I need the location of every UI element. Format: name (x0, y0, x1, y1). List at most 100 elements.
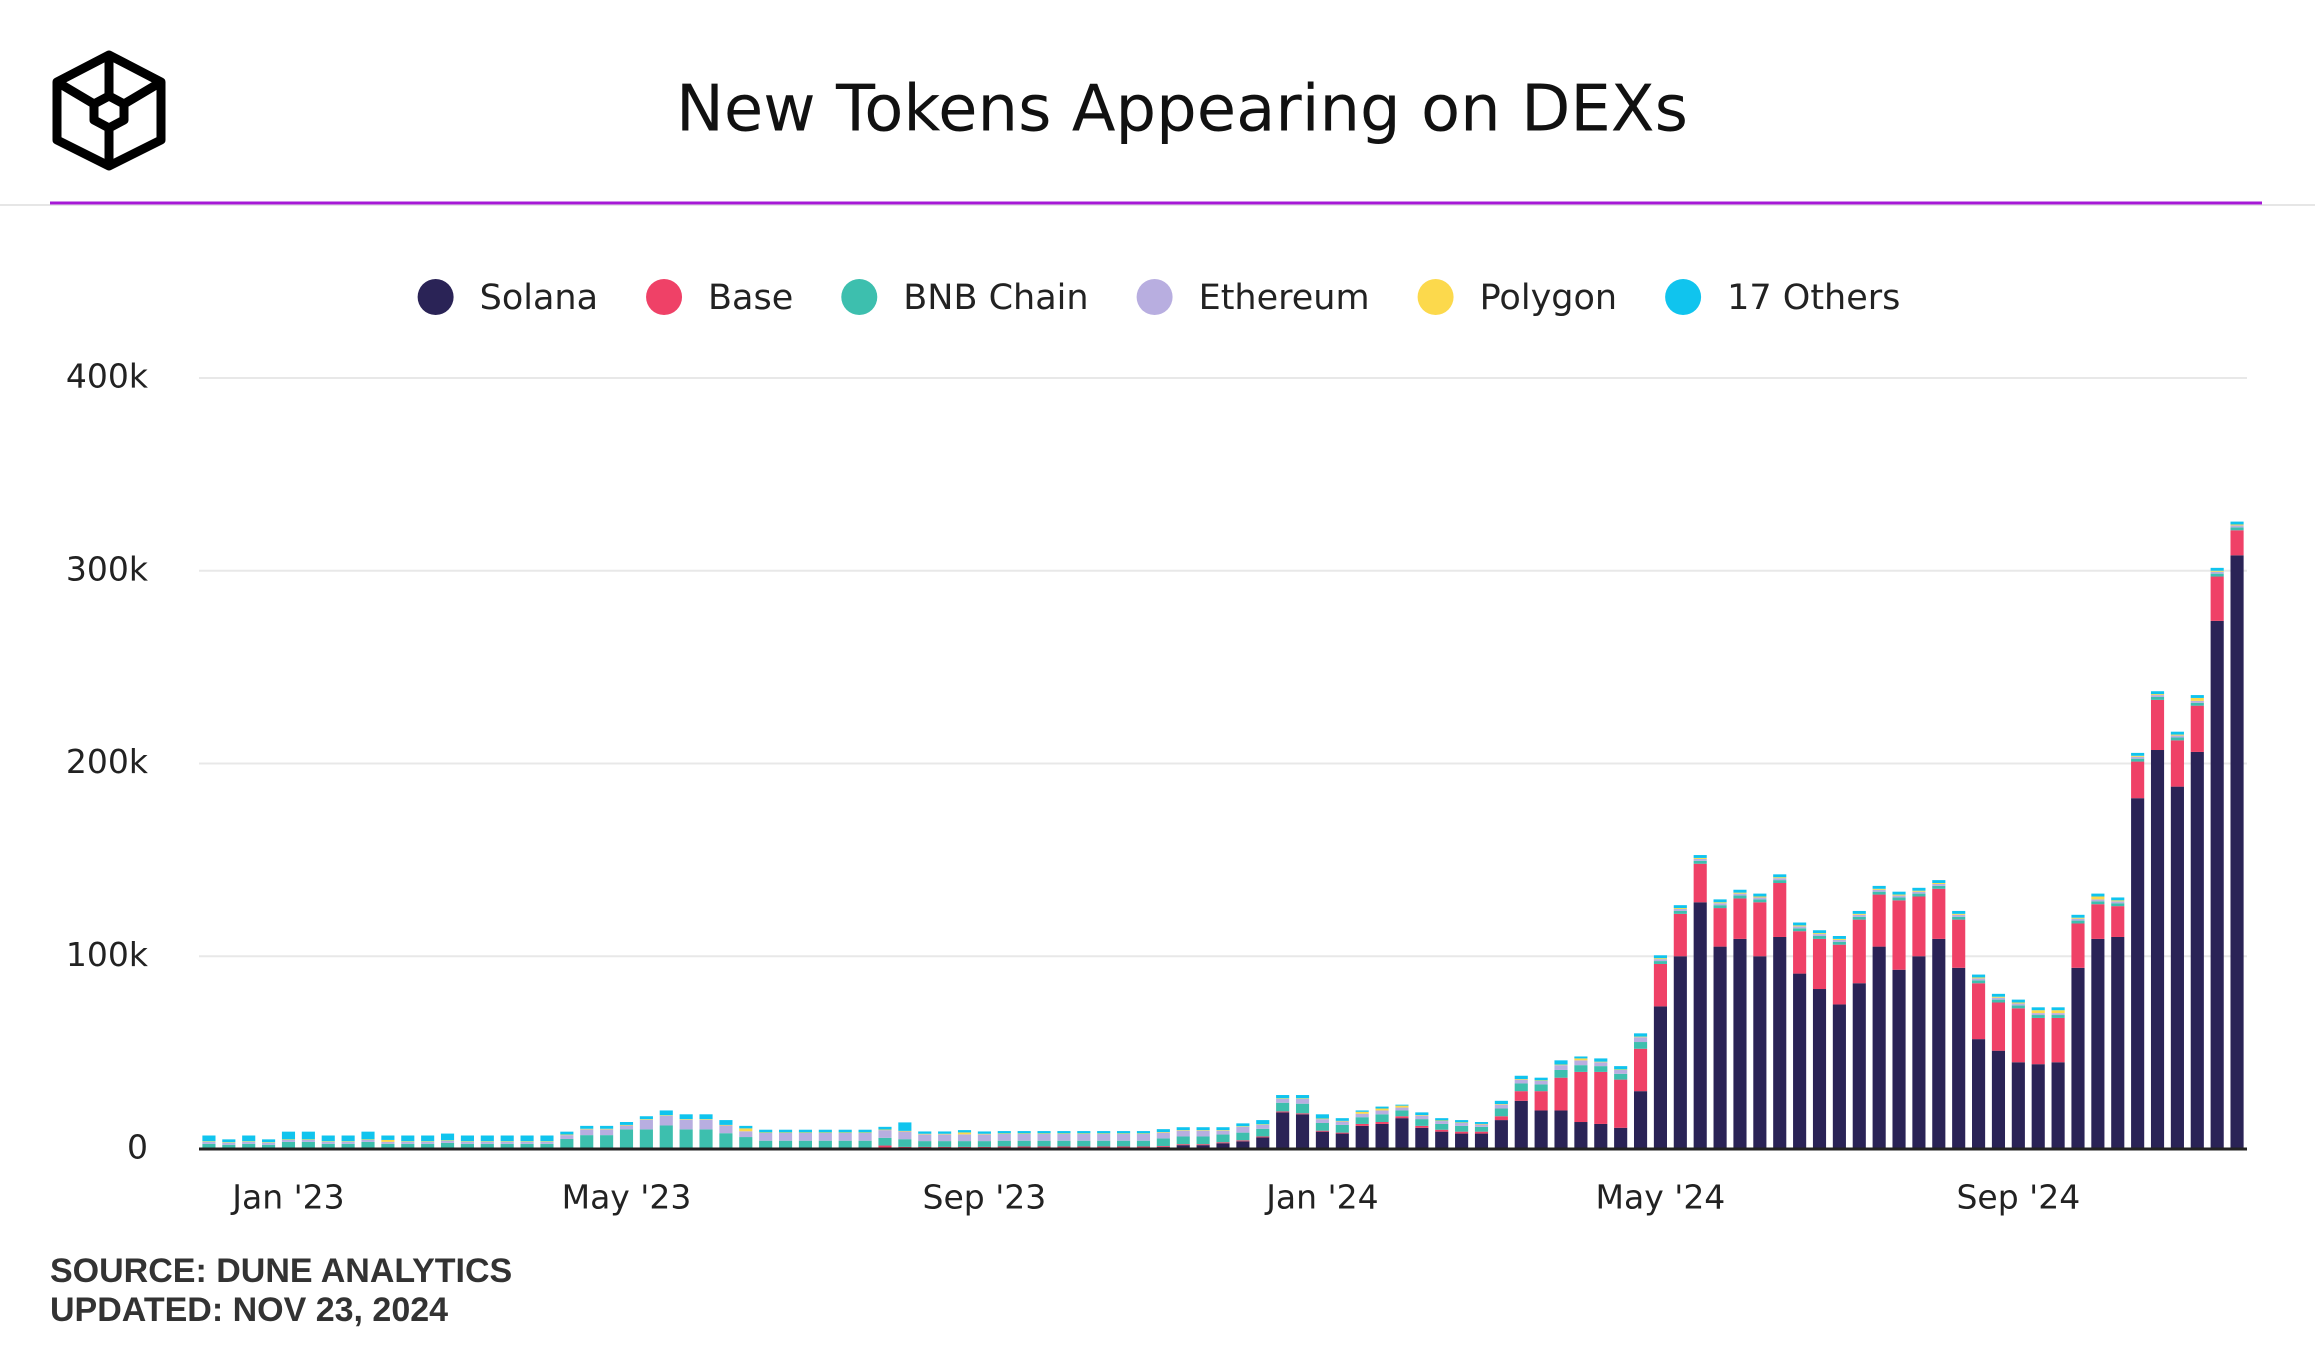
bar-segment (1176, 1130, 1190, 1131)
bar-segment (1474, 1123, 1489, 1125)
bar-segment (1793, 922, 1807, 926)
bar-segment (1773, 877, 1787, 879)
bar-segment (719, 1133, 733, 1149)
legend-swatch (1136, 279, 1173, 315)
bar-segment (2230, 530, 2244, 556)
bar-segment (1912, 891, 1926, 894)
bar-segment (500, 1141, 514, 1142)
bar-segment (739, 1137, 753, 1149)
bar-segment (2011, 1005, 2025, 1009)
bar-segment (1176, 1145, 1190, 1149)
bar-segment (1991, 993, 2006, 997)
bar-segment (878, 1137, 892, 1146)
bar-segment (1355, 1123, 1369, 1126)
bar-segment (1295, 1103, 1310, 1114)
bar-segment (1852, 913, 1866, 915)
bar-segment (1017, 1140, 1031, 1147)
bar-segment (1077, 1133, 1091, 1141)
bar-segment (977, 1134, 991, 1142)
bar-segment (1693, 902, 1707, 1149)
bar-segment (1991, 999, 2006, 1003)
bar-segment (2111, 903, 2125, 907)
bar-segment (938, 1133, 952, 1135)
bar-segment (421, 1141, 435, 1144)
bar-segment (2170, 737, 2184, 741)
bar-segment (1256, 1120, 1270, 1125)
bar-segment (1534, 1110, 1548, 1149)
bar-segment (1514, 1091, 1528, 1101)
bar-segment (262, 1142, 276, 1143)
bar-segment (1932, 883, 1946, 886)
bar-segment (1236, 1141, 1250, 1149)
bar-segment (1017, 1133, 1031, 1134)
bar-segment (1952, 914, 1966, 917)
bar-segment (321, 1143, 335, 1149)
bar-segment (878, 1129, 892, 1131)
bar-segment (2230, 527, 2244, 531)
bar-segment (977, 1141, 991, 1147)
bar-segment (798, 1133, 813, 1141)
bar-segment (1554, 1110, 1568, 1149)
legend-item: 17 Others (1665, 278, 1900, 318)
bar-segment (1952, 916, 1966, 920)
bar-segment (600, 1128, 614, 1130)
bar-segment (2230, 525, 2244, 528)
bar-segment (639, 1119, 653, 1120)
bar-segment (699, 1119, 713, 1130)
bar-segment (2011, 999, 2025, 1003)
bar-segment (460, 1143, 474, 1149)
bar-segment (1912, 890, 1926, 892)
bar-segment (401, 1135, 415, 1142)
bar-segment (1753, 902, 1767, 957)
bar-segment (679, 1119, 693, 1130)
bar-segment (1037, 1133, 1051, 1141)
bar-segment (619, 1125, 634, 1130)
bar-segment (381, 1141, 395, 1144)
bar-segment (1713, 903, 1727, 906)
bar-segment (1037, 1146, 1051, 1149)
bar-segment (818, 1133, 832, 1141)
bar-segment (619, 1129, 634, 1149)
bar-segment (1057, 1131, 1071, 1134)
bar-segment (1594, 1071, 1608, 1124)
bar-segment (1693, 860, 1707, 864)
bar-segment (878, 1130, 892, 1138)
bar-segment (1494, 1116, 1508, 1121)
bar-segment (1196, 1130, 1210, 1131)
bar-segment (1017, 1146, 1031, 1149)
bar-segment (1892, 897, 1906, 901)
bar-segment (1812, 930, 1827, 934)
bar-segment (2091, 901, 2105, 905)
bar-segment (1295, 1098, 1310, 1099)
bar-segment (1693, 857, 1707, 859)
bar-segment (1633, 1037, 1648, 1043)
bar-segment (679, 1114, 693, 1120)
legend-swatch (646, 279, 683, 315)
bar-segment (301, 1141, 315, 1149)
bar-segment (222, 1144, 236, 1149)
bar-segment (1057, 1133, 1071, 1134)
bar-segment (1793, 973, 1807, 1149)
bar-segment (2091, 904, 2105, 939)
bar-segment (1375, 1110, 1389, 1115)
bar-segment (262, 1139, 276, 1143)
bar-segment (2071, 920, 2085, 924)
bar-segment (2170, 740, 2184, 787)
bar-segment (1375, 1108, 1389, 1111)
bar-segment (381, 1135, 395, 1140)
legend-swatch (1417, 279, 1454, 315)
bar-segment (1633, 1033, 1648, 1037)
bar-segment (1733, 893, 1747, 896)
bar-segment (2131, 756, 2145, 759)
bar-segment (1494, 1120, 1508, 1149)
bar-segment (1037, 1140, 1051, 1147)
bar-segment (1136, 1133, 1151, 1141)
bar-segment (2011, 1003, 2025, 1006)
bar-segment (699, 1119, 713, 1120)
bar-segment (1932, 880, 1946, 884)
bar-segment (1355, 1113, 1369, 1118)
bar-segment (1733, 889, 1747, 893)
bar-segment (1276, 1111, 1290, 1113)
bar-segment (918, 1133, 932, 1135)
bar-segment (1295, 1114, 1310, 1149)
